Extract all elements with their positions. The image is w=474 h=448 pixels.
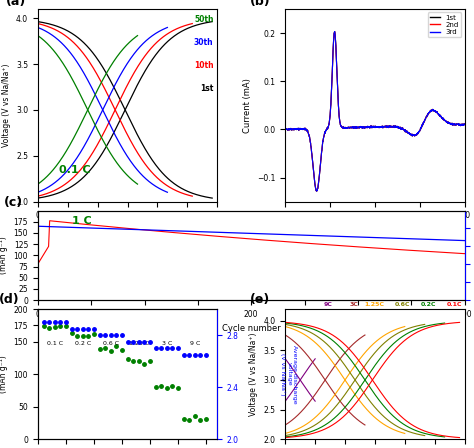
Text: 10th: 10th bbox=[194, 61, 214, 70]
Y-axis label: Current (mA): Current (mA) bbox=[243, 78, 252, 133]
Text: 0.6C: 0.6C bbox=[395, 302, 411, 306]
Text: 1st: 1st bbox=[200, 84, 214, 93]
Text: (a): (a) bbox=[6, 0, 26, 8]
Text: 3 C: 3 C bbox=[162, 341, 172, 346]
Y-axis label: Voltage (V vs Na/Na⁺): Voltage (V vs Na/Na⁺) bbox=[249, 332, 258, 416]
Text: 30th: 30th bbox=[194, 38, 214, 47]
Y-axis label: Average discharge
voltage
(V vs Na/Na⁺): Average discharge voltage (V vs Na/Na⁺) bbox=[281, 345, 297, 403]
Text: 3C: 3C bbox=[350, 302, 359, 306]
Text: 50th: 50th bbox=[194, 15, 214, 24]
Text: 0.2 C: 0.2 C bbox=[74, 341, 91, 346]
Text: 0.1 C: 0.1 C bbox=[46, 341, 63, 346]
Legend: 1st, 2nd, 3rd: 1st, 2nd, 3rd bbox=[428, 13, 461, 37]
Y-axis label: Discharge capacity
(mAh g⁻¹): Discharge capacity (mAh g⁻¹) bbox=[0, 337, 8, 411]
Text: 9C: 9C bbox=[324, 302, 333, 306]
Y-axis label: Discharge capacity
(mAh g⁻¹): Discharge capacity (mAh g⁻¹) bbox=[0, 219, 8, 292]
Text: (e): (e) bbox=[249, 293, 270, 306]
Y-axis label: Voltage (V vs Na/Na⁺): Voltage (V vs Na/Na⁺) bbox=[1, 64, 10, 147]
Text: 0.1C: 0.1C bbox=[447, 302, 463, 306]
X-axis label: Cycle number: Cycle number bbox=[222, 324, 281, 333]
Text: 9 C: 9 C bbox=[190, 341, 200, 346]
X-axis label: Voltage (V vs Na/Na⁺): Voltage (V vs Na/Na⁺) bbox=[329, 226, 420, 235]
Text: 1.25 C: 1.25 C bbox=[128, 341, 149, 346]
Text: (d): (d) bbox=[0, 293, 19, 306]
X-axis label: Capacity (mAh g⁻¹): Capacity (mAh g⁻¹) bbox=[87, 226, 168, 235]
Text: 1.25C: 1.25C bbox=[365, 302, 385, 306]
Text: 0.2C: 0.2C bbox=[421, 302, 437, 306]
Text: (b): (b) bbox=[249, 0, 270, 8]
Text: 0.6 C: 0.6 C bbox=[103, 341, 119, 346]
Text: (c): (c) bbox=[4, 196, 23, 209]
Text: 1 C: 1 C bbox=[72, 216, 92, 226]
Text: 0.1 C: 0.1 C bbox=[59, 165, 91, 175]
